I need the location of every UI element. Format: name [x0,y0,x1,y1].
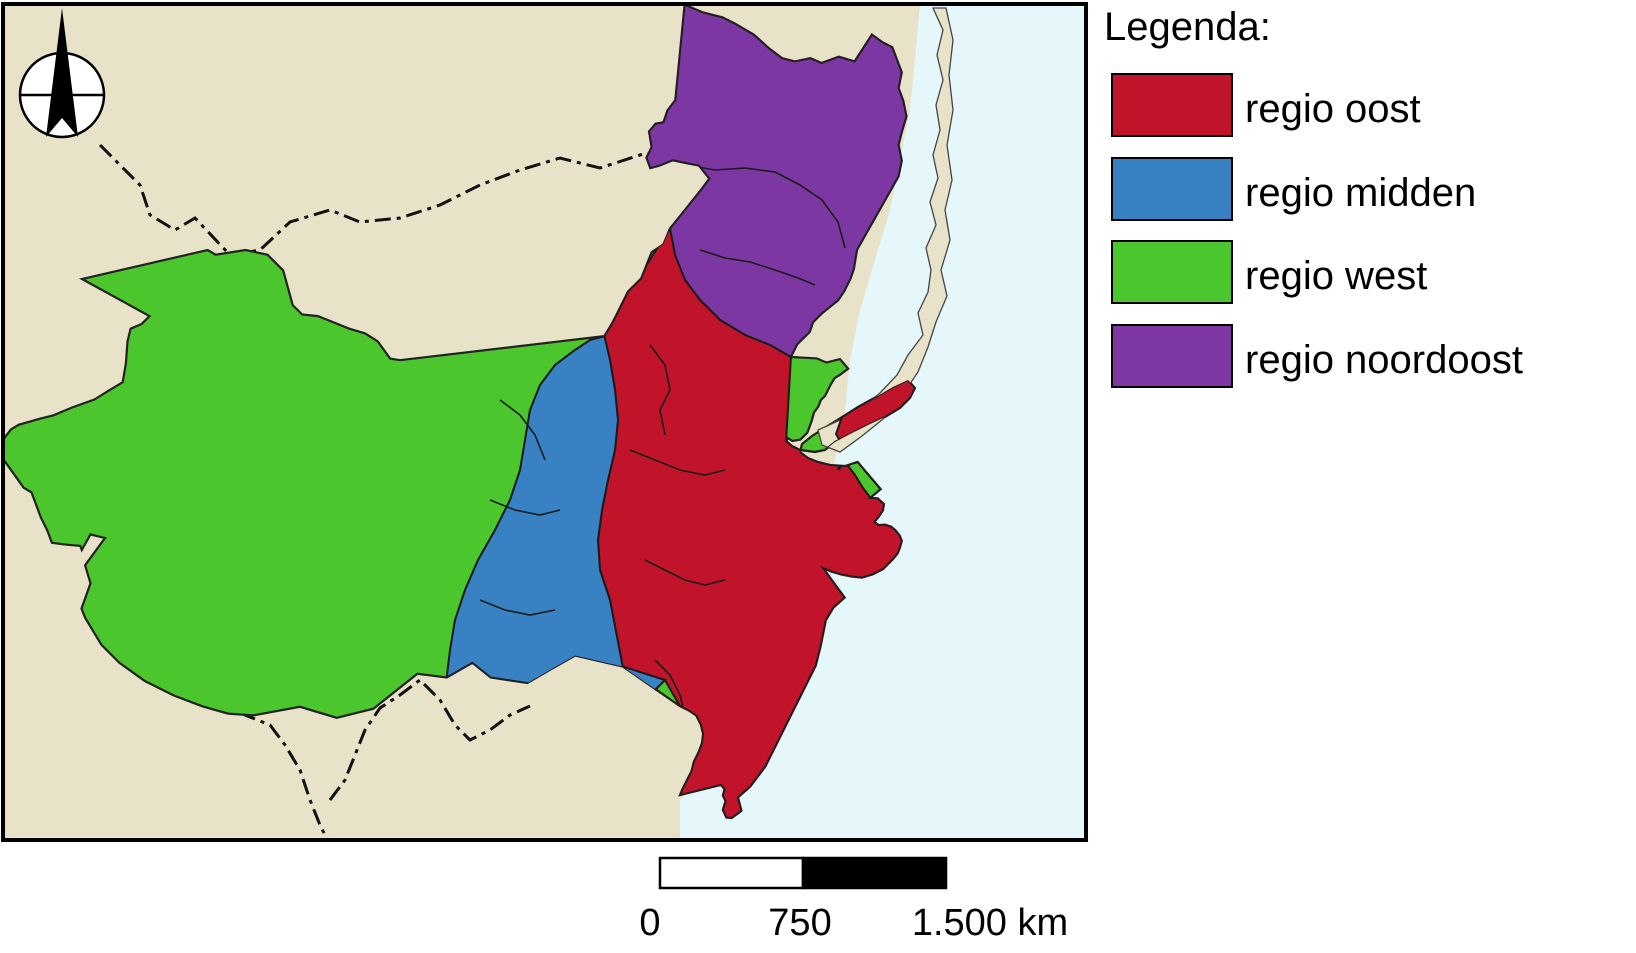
svg-text:regio west: regio west [1245,254,1427,298]
svg-text:Legenda:: Legenda: [1104,5,1271,49]
svg-text:750: 750 [768,902,831,944]
svg-text:regio oost: regio oost [1245,87,1421,131]
svg-text:regio noordoost: regio noordoost [1245,338,1523,382]
svg-text:regio midden: regio midden [1245,171,1476,215]
svg-text:0: 0 [639,902,660,944]
svg-text:1.500 km: 1.500 km [912,902,1068,944]
